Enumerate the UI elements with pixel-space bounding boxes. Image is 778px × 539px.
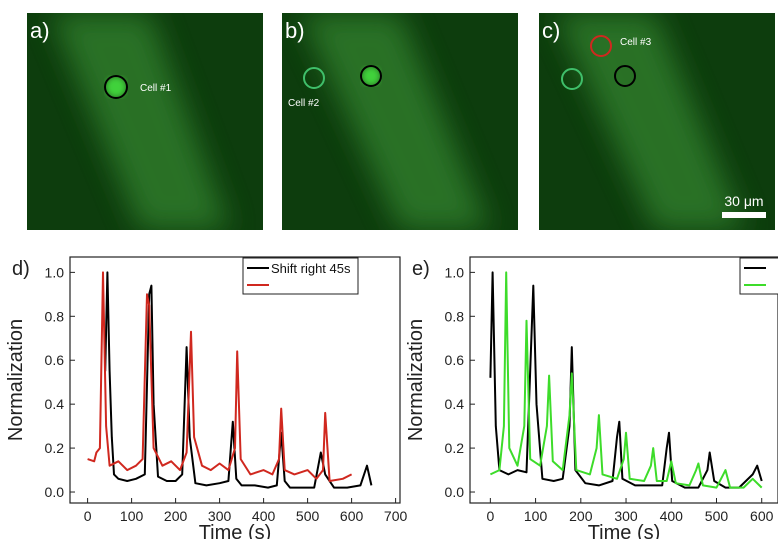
x-tick-label: 500 [705,508,729,524]
x-tick-label: 700 [384,508,408,524]
x-tick-label: 0 [486,508,494,524]
plot-frame [470,257,778,503]
x-axis-title: Time (s) [199,522,272,539]
y-tick-label: 0.6 [445,352,465,368]
panel-label: e) [412,258,430,280]
x-tick-label: 500 [296,508,320,524]
y-tick-label: 0.2 [445,440,465,456]
y-tick-label: 0.4 [45,396,65,412]
legend-box [740,258,778,294]
cell-label: Cell #2 [288,98,320,109]
y-tick-label: 1.0 [445,264,465,280]
y-axis-title: Normalization [5,319,27,441]
series-line [490,272,761,487]
y-tick-label: 0.0 [45,484,65,500]
y-tick-label: 0.8 [45,308,65,324]
x-tick-label: 0 [84,508,92,524]
y-tick-label: 0.4 [445,396,465,412]
y-tick-label: 0.2 [45,440,65,456]
x-axis-title: Time (s) [588,522,661,539]
panel-label: d) [12,258,30,280]
x-tick-label: 100 [524,508,548,524]
y-tick-label: 1.0 [45,264,65,280]
figure: a) Cell #1 b) Cell #2 c) Cell #3 30 μm d… [0,0,778,539]
micrograph-a [27,13,263,230]
panel-label: c) [542,18,560,43]
x-tick-label: 600 [340,508,364,524]
legend-label: Shift right 45s [271,261,351,276]
y-axis-title: Normalization [405,319,427,441]
x-tick-label: 200 [164,508,188,524]
micrograph-b [282,13,518,230]
panel-label: b) [285,18,305,43]
cell-label: Cell #3 [620,37,652,48]
y-tick-label: 0.8 [445,308,465,324]
series-line [88,272,352,481]
panel-label: a) [30,18,50,43]
scale-bar-label: 30 μm [724,193,763,209]
y-tick-label: 0.0 [445,484,465,500]
cell-label: Cell #1 [140,83,172,94]
x-tick-label: 400 [660,508,684,524]
x-tick-label: 100 [120,508,144,524]
y-tick-label: 0.6 [45,352,65,368]
x-tick-label: 600 [750,508,774,524]
